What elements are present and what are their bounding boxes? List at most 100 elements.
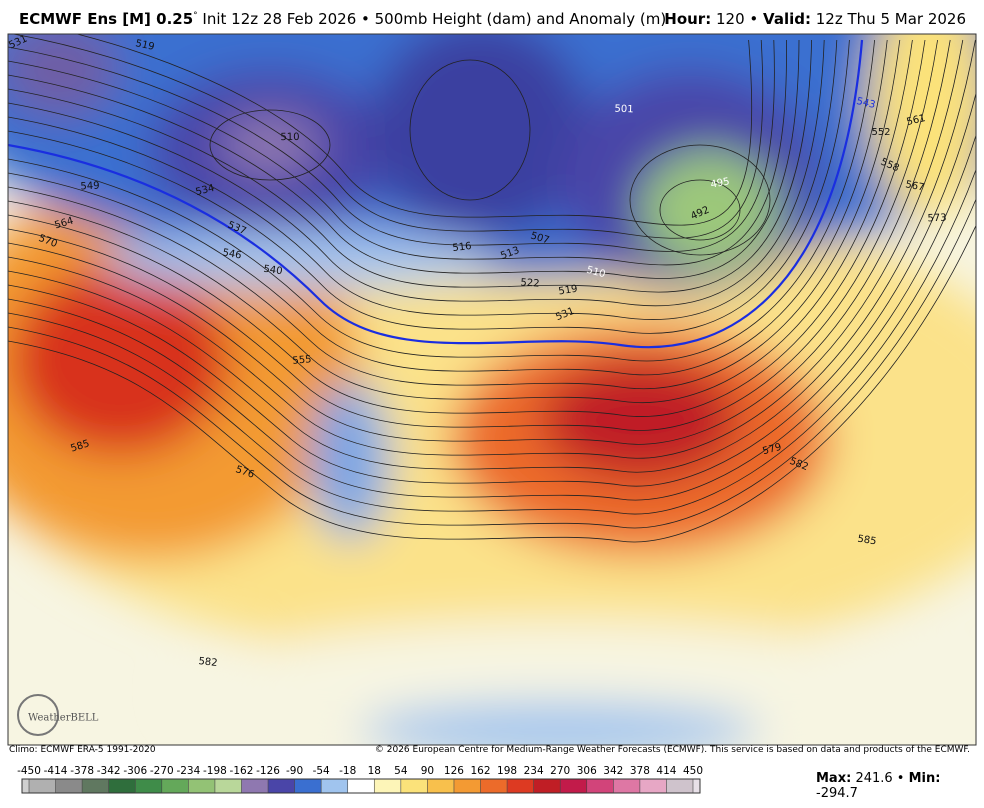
colorbar-label: -90 bbox=[286, 765, 303, 777]
colorbar-label: 450 bbox=[683, 765, 703, 777]
stats: Max: 241.6 • Min: -294.7 bbox=[816, 771, 984, 801]
contour-line bbox=[8, 39, 775, 252]
colorbar-swatch bbox=[533, 779, 561, 793]
contour-label: 561 bbox=[906, 113, 927, 128]
contour-line bbox=[8, 39, 938, 431]
contour-line bbox=[8, 39, 901, 390]
contour-line bbox=[75, 34, 752, 226]
colorbar: -450 -414 -378 -342 -306 -270 -234 -198 -162 -126… bbox=[17, 765, 703, 794]
colorbar-label: -378 bbox=[70, 765, 94, 777]
colorbar-label: -162 bbox=[230, 765, 254, 777]
colorbar-swatch bbox=[214, 779, 242, 793]
contour-label: 534 bbox=[195, 183, 216, 198]
colorbar-label: -306 bbox=[123, 765, 147, 777]
contour-line bbox=[629, 144, 771, 256]
contour-label: 579 bbox=[761, 442, 782, 458]
contour-label: 510 bbox=[280, 132, 299, 143]
contour-line bbox=[8, 39, 787, 266]
contour-label: 522 bbox=[520, 277, 540, 289]
colorbar-swatch bbox=[453, 779, 481, 793]
contour-label: 573 bbox=[927, 213, 946, 225]
colorbar-swatch bbox=[268, 779, 295, 793]
contour-line bbox=[8, 39, 964, 459]
contour-label: 585 bbox=[857, 534, 878, 548]
contour-line bbox=[209, 109, 331, 181]
contour-line bbox=[8, 224, 976, 543]
logo-mark bbox=[17, 694, 59, 736]
contour-line bbox=[8, 39, 800, 279]
contours bbox=[8, 34, 976, 543]
separator: • bbox=[896, 771, 905, 786]
contour-label: 540 bbox=[263, 264, 283, 278]
valid: 12z Thu 5 Mar 2026 bbox=[815, 10, 966, 28]
colorbar-swatch bbox=[347, 779, 375, 793]
colorbar-swatch bbox=[400, 779, 428, 793]
colorbar-label: 234 bbox=[524, 765, 544, 777]
colorbar-label: 162 bbox=[470, 765, 490, 777]
contour-line bbox=[8, 91, 976, 487]
contour-label: 519 bbox=[558, 284, 579, 298]
colorbar-swatch bbox=[586, 779, 614, 793]
info: Init 12z 28 Feb 2026 • 500mb Height (dam… bbox=[202, 10, 667, 28]
colorbar-swatch bbox=[321, 779, 348, 793]
contour-label: 549 bbox=[80, 181, 100, 193]
contour-line bbox=[8, 39, 951, 445]
contour-line bbox=[8, 39, 976, 473]
colorbar-frame bbox=[21, 778, 701, 794]
colorbar-label: 18 bbox=[368, 765, 381, 777]
header-right: Hour: 120 • Valid: 12z Thu 5 Mar 2026 bbox=[664, 10, 966, 28]
hour: 120 bbox=[715, 10, 745, 28]
contour-line bbox=[8, 133, 976, 501]
colorbar-label: 198 bbox=[497, 765, 517, 777]
anomaly-field: 531 5195105345375465495645705405555855765… bbox=[8, 34, 976, 745]
colorbar-label: 414 bbox=[656, 765, 676, 777]
colorbar-label: -270 bbox=[150, 765, 174, 777]
colorbar-label: 342 bbox=[603, 765, 623, 777]
colorbar-label: 90 bbox=[421, 765, 434, 777]
contour-label: 564 bbox=[53, 216, 74, 232]
contour-label: 501 bbox=[614, 104, 633, 116]
colorbar-label: 306 bbox=[577, 765, 597, 777]
colorbar-label: -198 bbox=[203, 765, 227, 777]
contour-label: 510 bbox=[585, 265, 606, 281]
colorbar-swatch bbox=[639, 779, 667, 793]
colorbar-swatch bbox=[55, 779, 83, 793]
colorbar-swatch bbox=[374, 779, 401, 793]
colorbar-label: -54 bbox=[313, 765, 330, 777]
valid-label: Valid: bbox=[763, 10, 811, 28]
colorbar-label: -414 bbox=[44, 765, 68, 777]
contour-line bbox=[8, 39, 838, 320]
contour-line bbox=[8, 39, 825, 307]
colorbar-swatch bbox=[666, 779, 693, 793]
contour-label: 582 bbox=[198, 656, 218, 669]
colorbar-swatch bbox=[135, 779, 162, 793]
model: ECMWF Ens [M] 0.25 bbox=[19, 10, 194, 28]
copyright: © 2026 European Centre for Medium-Range … bbox=[374, 745, 970, 755]
contour-line bbox=[8, 168, 976, 515]
contour-line bbox=[8, 39, 875, 362]
logo: WeatherBELL bbox=[28, 713, 99, 724]
colorbar-swatch bbox=[507, 779, 534, 793]
colorbar-swatch bbox=[188, 779, 215, 793]
max-label: Max: bbox=[816, 771, 852, 786]
climo: Climo: ECMWF ERA-5 1991-2020 bbox=[9, 745, 156, 755]
colorbar-label: -450 bbox=[17, 765, 41, 777]
colorbar-swatch bbox=[108, 779, 136, 793]
colorbar-label: 54 bbox=[394, 765, 408, 777]
contour-line bbox=[8, 39, 913, 403]
contour-line bbox=[659, 179, 741, 241]
contour-line bbox=[8, 39, 850, 334]
max: 241.6 bbox=[855, 771, 893, 786]
hour-label: Hour: bbox=[664, 10, 712, 28]
colorbar-label: 270 bbox=[550, 765, 570, 777]
colorbar-label: -342 bbox=[97, 765, 121, 777]
contour-label: 516 bbox=[452, 241, 472, 254]
contour-label: 507 bbox=[529, 230, 550, 246]
colorbar-swatch bbox=[294, 779, 322, 793]
colorbar-label: 378 bbox=[630, 765, 650, 777]
contour-label: 546 bbox=[222, 247, 243, 261]
min-label: Min: bbox=[908, 771, 941, 786]
degree: ° bbox=[193, 11, 198, 21]
